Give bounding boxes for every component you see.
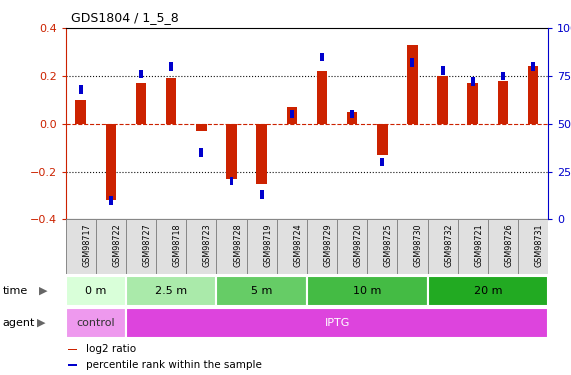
Text: GSM98722: GSM98722 — [112, 223, 122, 267]
Text: GSM98727: GSM98727 — [143, 223, 151, 267]
Bar — [169, 62, 173, 70]
Text: GSM98724: GSM98724 — [293, 223, 302, 267]
Bar — [186, 219, 216, 274]
Text: 20 m: 20 m — [473, 286, 502, 296]
Bar — [320, 53, 324, 61]
Bar — [260, 190, 264, 199]
Bar — [407, 45, 418, 124]
Bar — [498, 81, 508, 124]
Text: GSM98726: GSM98726 — [504, 223, 513, 267]
Bar — [106, 124, 116, 200]
Bar — [428, 276, 548, 306]
Bar — [437, 76, 448, 124]
Text: control: control — [77, 318, 115, 327]
Bar — [216, 219, 247, 274]
Bar — [411, 58, 415, 67]
Text: 2.5 m: 2.5 m — [155, 286, 187, 296]
Bar — [126, 276, 216, 306]
Text: GSM98720: GSM98720 — [353, 223, 363, 267]
Bar — [347, 112, 357, 124]
Bar — [66, 219, 96, 274]
Text: GSM98719: GSM98719 — [263, 223, 272, 267]
Bar — [367, 219, 397, 274]
Bar — [307, 219, 337, 274]
Text: percentile rank within the sample: percentile rank within the sample — [86, 360, 262, 370]
Bar — [66, 308, 126, 338]
Bar — [380, 158, 384, 166]
Bar — [96, 219, 126, 274]
Bar — [166, 78, 176, 124]
Bar — [307, 276, 428, 306]
Bar — [290, 110, 294, 118]
Bar — [226, 124, 237, 179]
Text: GSM98723: GSM98723 — [203, 223, 212, 267]
Text: IPTG: IPTG — [324, 318, 350, 327]
Bar — [468, 83, 478, 124]
Bar — [337, 219, 367, 274]
Bar — [79, 85, 83, 94]
Bar — [501, 72, 505, 80]
Text: time: time — [3, 286, 28, 296]
Bar — [126, 219, 156, 274]
Bar — [428, 219, 458, 274]
Bar — [350, 110, 354, 118]
Bar — [230, 177, 234, 185]
Bar — [287, 107, 297, 124]
Text: GSM98730: GSM98730 — [414, 223, 423, 267]
Bar — [66, 276, 126, 306]
Bar — [458, 219, 488, 274]
Bar — [126, 308, 548, 338]
Text: ▶: ▶ — [37, 318, 46, 327]
Bar — [518, 219, 548, 274]
Bar — [317, 71, 327, 124]
Text: GDS1804 / 1_5_8: GDS1804 / 1_5_8 — [71, 11, 179, 24]
Bar — [531, 62, 535, 70]
Text: 0 m: 0 m — [85, 286, 107, 296]
Text: GSM98717: GSM98717 — [82, 223, 91, 267]
Text: GSM98728: GSM98728 — [233, 223, 242, 267]
Bar — [247, 219, 277, 274]
Text: GSM98732: GSM98732 — [444, 223, 453, 267]
Text: log2 ratio: log2 ratio — [86, 344, 136, 354]
Text: 10 m: 10 m — [353, 286, 381, 296]
Text: GSM98721: GSM98721 — [475, 223, 483, 267]
Text: GSM98729: GSM98729 — [324, 223, 332, 267]
Bar — [441, 66, 445, 75]
Text: agent: agent — [3, 318, 35, 327]
Bar — [528, 66, 538, 124]
Bar — [377, 124, 388, 155]
Text: GSM98718: GSM98718 — [172, 223, 182, 267]
Bar — [136, 83, 146, 124]
Bar — [471, 77, 475, 86]
Bar — [68, 364, 77, 366]
Bar — [109, 196, 113, 204]
Bar — [488, 219, 518, 274]
Bar — [256, 124, 267, 183]
Bar — [139, 70, 143, 78]
Text: GSM98731: GSM98731 — [534, 223, 544, 267]
Bar — [156, 219, 186, 274]
Text: 5 m: 5 m — [251, 286, 272, 296]
Text: GSM98725: GSM98725 — [384, 223, 393, 267]
Bar — [277, 219, 307, 274]
Bar — [196, 124, 207, 131]
Bar — [397, 219, 428, 274]
Text: ▶: ▶ — [39, 286, 47, 296]
Bar — [75, 100, 86, 124]
Bar — [199, 148, 203, 157]
Bar — [216, 276, 307, 306]
Bar — [68, 349, 77, 350]
